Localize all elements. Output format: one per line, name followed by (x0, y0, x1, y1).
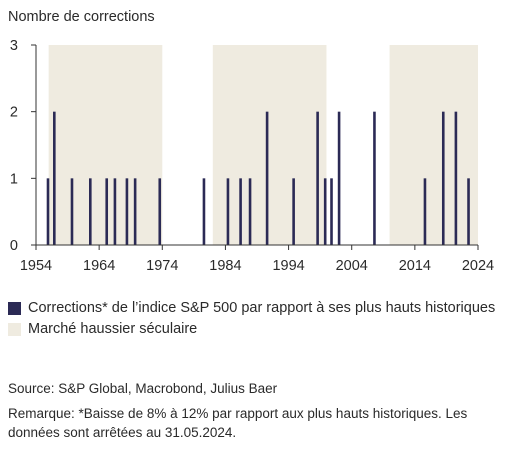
correction-bar-5 (105, 178, 109, 245)
y-axis-label: Nombre de corrections (8, 9, 155, 25)
legend-label-bull-market: Marché haussier séculaire (28, 321, 198, 337)
correction-bar-22 (441, 111, 445, 246)
legend-label-corrections: Corrections* de l’indice S&P 500 par rap… (28, 300, 496, 316)
axes: 0 1 2 3 1954 1964 1974 1984 1994 2004 2014 2024 (10, 38, 494, 274)
correction-bar-20 (373, 111, 376, 246)
x-tick-label: 2024 (462, 258, 494, 274)
correction-bar-18 (330, 178, 333, 245)
legend-swatch-bull-market (8, 323, 21, 336)
correction-bar-13 (248, 178, 252, 245)
x-tick-label: 2004 (336, 258, 368, 274)
x-tick-label: 1954 (20, 258, 52, 274)
source-note: Source: S&P Global, Macrobond, Julius Ba… (8, 381, 278, 396)
correction-bar-11 (226, 178, 230, 245)
y-tick-label: 1 (10, 171, 18, 187)
legend-item-corrections: Corrections* de l’indice S&P 500 par rap… (8, 299, 508, 318)
chart: 0 1 2 3 1954 1964 1974 1984 1994 2004 2014 2024 Nom… (8, 9, 494, 274)
bull-market-band-2 (212, 45, 327, 245)
legend: Corrections* de l’indice S&P 500 par rap… (8, 299, 508, 341)
x-tick-label: 1984 (209, 258, 241, 274)
bull-market-bands (48, 45, 478, 245)
legend-item-bull-market: Marché haussier séculaire (8, 320, 508, 339)
correction-bar-2 (53, 111, 56, 246)
correction-bar-9 (158, 178, 162, 245)
remark-note: Remarque: *Baisse de 8% à 12% par rappor… (8, 406, 468, 440)
x-tick-label: 1974 (146, 258, 178, 274)
correction-bar-21 (423, 178, 427, 245)
y-tick-label: 3 (10, 38, 18, 54)
legend-swatch-corrections (8, 302, 21, 315)
bull-market-band-3 (389, 45, 478, 245)
correction-bar-1 (46, 178, 50, 245)
correction-bar-4 (89, 178, 92, 245)
notes: Source: S&P Global, Macrobond, Julius Ba… (8, 379, 508, 448)
correction-bar-12 (239, 178, 242, 245)
correction-bar-10 (202, 178, 206, 245)
correction-bar-19 (337, 111, 341, 246)
x-tick-label: 1964 (83, 258, 115, 274)
x-tick-label: 2014 (399, 258, 431, 274)
correction-bar-16 (316, 111, 319, 246)
correction-bar-17 (323, 178, 327, 245)
x-tick-label: 1994 (272, 258, 304, 274)
correction-bar-23 (454, 111, 458, 246)
correction-bar-7 (125, 178, 129, 245)
y-tick-label: 0 (10, 238, 18, 254)
correction-bars (46, 111, 470, 246)
correction-bar-15 (292, 178, 295, 245)
correction-bar-8 (133, 178, 137, 245)
correction-bar-6 (113, 178, 117, 245)
y-tick-label: 2 (10, 105, 18, 121)
correction-bar-24 (467, 178, 470, 245)
correction-bar-14 (265, 111, 269, 246)
correction-bar-3 (70, 178, 74, 245)
